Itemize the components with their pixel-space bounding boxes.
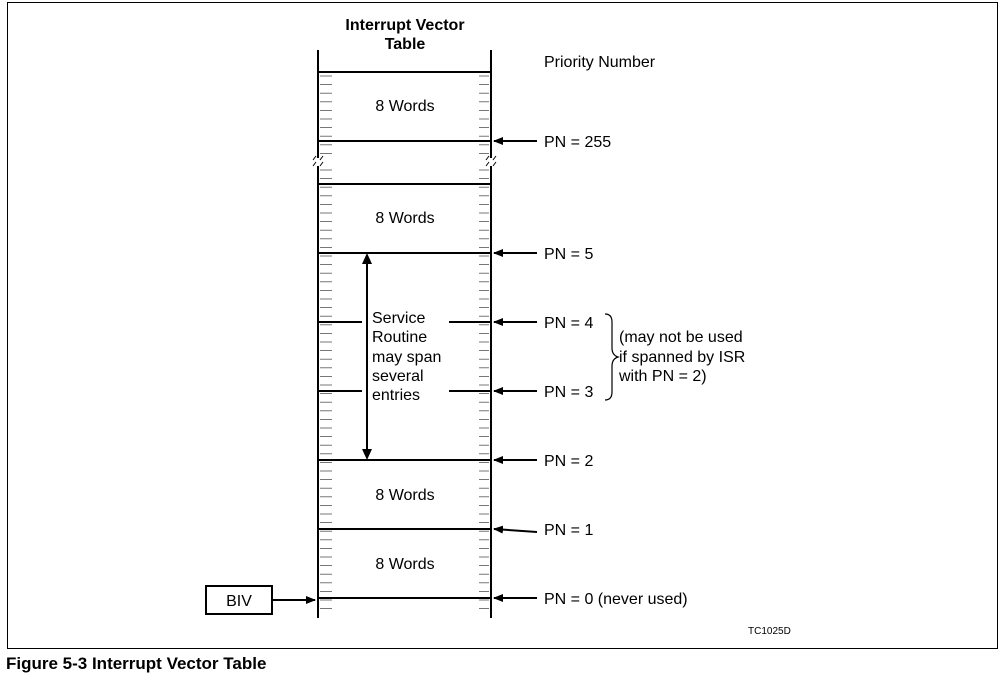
table-break-marks — [312, 155, 497, 167]
isr-span-arrow-up — [362, 253, 372, 264]
entry-label-pn1: 8 Words — [375, 487, 434, 504]
arrow-pn1 — [493, 525, 538, 534]
biv-label: BIV — [226, 593, 252, 610]
pn-label-0: PN = 0 (never used) — [544, 591, 688, 608]
pn-label-2: PN = 2 — [544, 453, 593, 470]
pn-arrows — [493, 137, 538, 602]
note-brace — [604, 313, 620, 401]
pn-label-5: PN = 5 — [544, 246, 593, 263]
isr-text-line: Service — [372, 310, 425, 327]
table-title-line2: Table — [385, 36, 426, 53]
entry-label-pn5: 8 Words — [375, 210, 434, 227]
entry-label-pn0: 8 Words — [375, 556, 434, 573]
note-line: with PN = 2) — [618, 368, 707, 385]
isr-text-line: entries — [372, 387, 420, 404]
pn-label-4: PN = 4 — [544, 315, 593, 332]
pn-label-3: PN = 3 — [544, 384, 593, 401]
usage-note: (may not be used if spanned by ISR with … — [618, 329, 745, 385]
isr-description: Service Routine may span several entries — [372, 310, 441, 404]
pn-label-1: PN = 1 — [544, 522, 593, 539]
note-line: (may not be used — [619, 329, 743, 346]
figure-id: TC1025D — [748, 626, 791, 637]
figure-caption: Figure 5-3 Interrupt Vector Table — [6, 654, 267, 673]
isr-span-arrow-down — [362, 449, 372, 460]
entry-boundaries — [318, 71, 491, 599]
note-line: if spanned by ISR — [619, 349, 745, 366]
table-tick-marks — [320, 75, 489, 609]
table-title-line1: Interrupt Vector — [345, 17, 464, 34]
figure-frame — [7, 2, 998, 649]
priority-number-header: Priority Number — [544, 54, 656, 71]
isr-text-line: Routine — [372, 329, 427, 346]
pn-label-255: PN = 255 — [544, 134, 611, 151]
isr-text-line: may span — [372, 349, 441, 366]
isr-text-line: several — [372, 368, 424, 385]
entry-label-pn255: 8 Words — [375, 98, 434, 115]
